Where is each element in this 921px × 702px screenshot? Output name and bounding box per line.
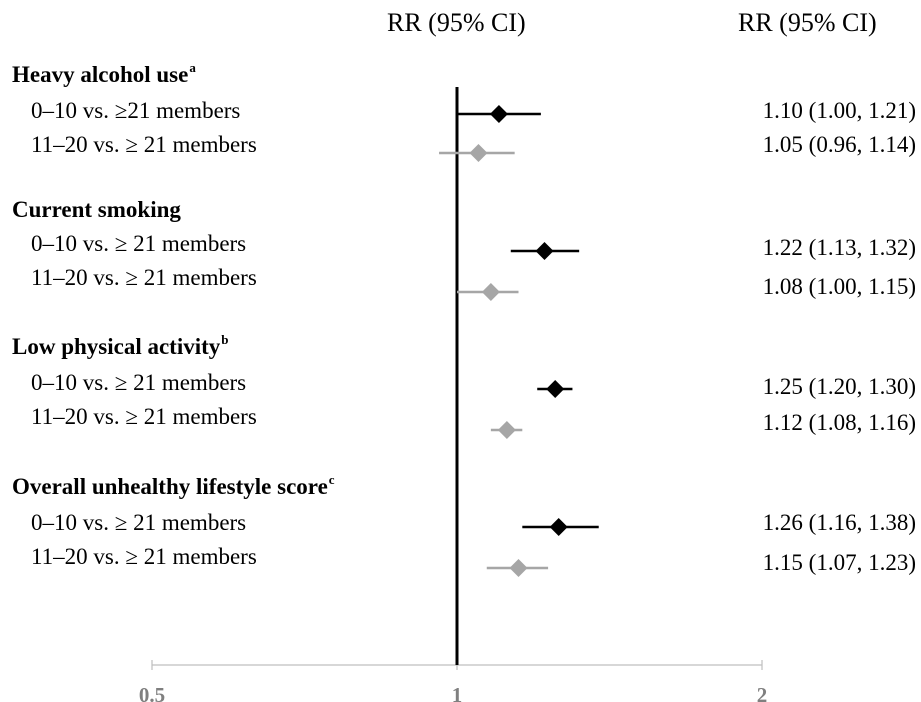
row-label: 11–20 vs. ≥ 21 members <box>31 265 257 290</box>
column-header-rr-plot: RR (95% CI) <box>387 8 526 37</box>
row-ci-value: 1.25 (1.20, 1.30) <box>762 374 916 399</box>
group-title-heavy-alcohol: Heavy alcohol usea <box>12 60 196 87</box>
rr-point-diamond <box>549 518 568 536</box>
x-tick-label: 2 <box>757 683 768 702</box>
row-ci-value: 1.22 (1.13, 1.32) <box>762 235 916 260</box>
row-label: 11–20 vs. ≥ 21 members <box>31 404 257 429</box>
row-label: 0–10 vs. ≥ 21 members <box>31 231 247 256</box>
x-tick-label: 0.5 <box>139 683 165 702</box>
row-label: 11–20 vs. ≥ 21 members <box>31 544 257 569</box>
rr-point-diamond <box>469 144 488 162</box>
row-ci-value: 1.15 (1.07, 1.23) <box>762 550 916 575</box>
row-ci-value: 1.26 (1.16, 1.38) <box>762 510 916 535</box>
rr-point-diamond <box>489 105 508 123</box>
row-label: 0–10 vs. ≥ 21 members <box>31 510 247 535</box>
rr-point-diamond <box>509 559 528 577</box>
group-title-low-physical-activity: Low physical activityb <box>12 332 229 359</box>
rr-point-diamond <box>497 421 516 439</box>
group-title-current-smoking: Current smoking <box>12 197 181 222</box>
row-ci-value: 1.12 (1.08, 1.16) <box>762 410 916 435</box>
row-label: 0–10 vs. ≥21 members <box>31 98 241 123</box>
rr-point-diamond <box>546 380 565 398</box>
x-tick-label: 1 <box>452 683 463 702</box>
group-title-overall-lifestyle: Overall unhealthy lifestyle scorec <box>12 472 335 499</box>
rr-point-diamond <box>535 242 554 260</box>
rr-point-diamond <box>481 283 500 301</box>
column-header-rr-values: RR (95% CI) <box>738 8 877 37</box>
row-label: 0–10 vs. ≥ 21 members <box>31 370 247 395</box>
row-label: 11–20 vs. ≥ 21 members <box>31 132 257 157</box>
row-ci-value: 1.10 (1.00, 1.21) <box>762 98 916 123</box>
row-ci-value: 1.05 (0.96, 1.14) <box>762 132 916 157</box>
row-ci-value: 1.08 (1.00, 1.15) <box>762 274 916 299</box>
